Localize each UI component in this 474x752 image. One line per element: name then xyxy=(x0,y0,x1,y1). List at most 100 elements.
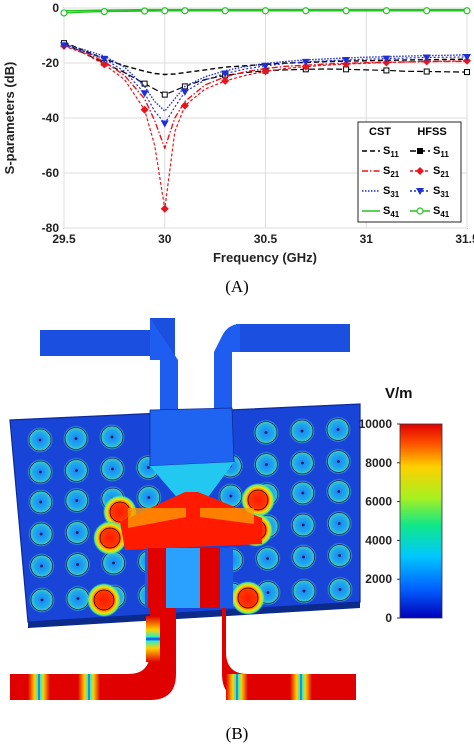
via-center xyxy=(264,431,268,434)
y-tick-label: -80 xyxy=(42,221,60,235)
via-ring xyxy=(292,579,316,603)
marker-s41_hfss xyxy=(302,7,310,15)
colorbar-tick-label: 4000 xyxy=(365,533,392,547)
via-ring xyxy=(290,419,314,443)
via-center xyxy=(338,554,341,557)
via-ring xyxy=(64,427,88,450)
series-s21_hfss xyxy=(60,41,471,213)
series-s41_hfss xyxy=(60,7,471,17)
legend-header-hfss: HFSS xyxy=(417,126,446,138)
via-ring xyxy=(30,554,53,578)
via-center xyxy=(39,532,43,536)
marker-s31_hfss xyxy=(382,55,391,63)
marker-s41_hfss xyxy=(342,7,350,15)
colorbar-tick-label: 6000 xyxy=(365,495,392,509)
via-ring xyxy=(326,450,350,473)
marker-s41_hfss xyxy=(261,7,270,15)
via-center xyxy=(75,499,79,502)
coupler-field xyxy=(120,407,262,608)
hotspot xyxy=(231,581,265,615)
hotspot-ring xyxy=(93,589,115,611)
hotspot-ring xyxy=(99,527,121,549)
series-s41_cst xyxy=(63,8,467,12)
via-ring xyxy=(100,425,124,449)
marker-s21_hfss xyxy=(100,60,109,69)
via-center xyxy=(337,490,341,493)
top-feed-lines xyxy=(40,318,350,432)
marker-s31_hfss xyxy=(342,56,351,64)
via-center xyxy=(40,564,43,568)
via-center xyxy=(266,591,270,594)
via-ring xyxy=(292,545,316,569)
e-field-distribution-image: V/m 0 2000 4000 6000 8000 10000 xyxy=(9,318,443,700)
via-ring xyxy=(28,428,52,452)
legend-marker-s21 xyxy=(416,167,424,175)
legend-sub: 11 xyxy=(390,150,399,159)
via-ring xyxy=(327,480,351,503)
via-ring xyxy=(328,544,352,567)
marker-s41_hfss xyxy=(100,7,108,16)
colorbar-tick-label: 2000 xyxy=(365,572,392,586)
via-center xyxy=(229,494,233,498)
via-center xyxy=(38,438,42,442)
hotspot xyxy=(93,521,127,555)
substrate-edge xyxy=(28,602,360,628)
via-ring xyxy=(29,522,53,546)
colorbar-tick-label: 8000 xyxy=(365,456,392,470)
line-s41_cst xyxy=(63,8,467,12)
legend-sub: 21 xyxy=(440,170,449,179)
via-center xyxy=(302,589,306,593)
via-ring xyxy=(327,512,351,535)
via-center xyxy=(39,470,42,474)
via-ring xyxy=(29,490,53,514)
via-center xyxy=(338,588,342,591)
legend-sub: 21 xyxy=(390,170,399,179)
via-center xyxy=(39,500,43,504)
x-tick-label: 30.5 xyxy=(254,232,278,246)
marker-s41_hfss xyxy=(382,7,390,15)
x-axis-label: Frequency (GHz) xyxy=(213,250,317,265)
via-center xyxy=(337,460,340,463)
legend-sub: 31 xyxy=(390,190,399,199)
via-ring xyxy=(30,588,54,612)
legend-sub: 41 xyxy=(390,210,399,219)
marker-s21_hfss xyxy=(160,204,169,213)
colorbar: V/m 0 2000 4000 6000 8000 10000 xyxy=(359,385,443,625)
via-center xyxy=(266,557,269,560)
via-ring xyxy=(290,451,314,475)
line-s41_hfss xyxy=(63,10,467,14)
y-tick-label: -40 xyxy=(42,111,60,125)
via-center xyxy=(301,461,304,465)
via-ring xyxy=(328,578,352,601)
marker-s11_hfss xyxy=(464,69,470,76)
via-center xyxy=(300,429,304,433)
hotspot xyxy=(87,583,121,617)
line-s11_cst xyxy=(63,41,468,76)
marker-s41_hfss xyxy=(181,7,189,15)
via-center xyxy=(301,491,305,495)
y-axis-label: S-parameters (dB) xyxy=(2,62,17,175)
colorbar-title: V/m xyxy=(385,385,413,402)
marker-s41_hfss xyxy=(60,9,68,17)
panel-label-a: (A) xyxy=(225,277,249,296)
via-center xyxy=(75,469,78,472)
via-center xyxy=(147,496,151,499)
marker-s31_hfss xyxy=(422,54,431,62)
legend-marker-s11 xyxy=(417,148,423,154)
legend-sub: 11 xyxy=(440,150,449,159)
marker-s31_hfss xyxy=(261,62,270,70)
via-center xyxy=(301,523,305,527)
via-ring xyxy=(256,547,280,570)
marker-s31_hfss xyxy=(140,90,149,98)
via-center xyxy=(110,435,114,439)
marker-s21_hfss xyxy=(180,101,189,110)
via-center xyxy=(337,522,341,525)
marker-s11_hfss xyxy=(423,68,430,75)
tick-labels: 29.5 30 30.5 31 31.5 0 -20 -40 -60 -80 xyxy=(42,1,474,246)
s-parameter-chart: 29.5 30 30.5 31 31.5 0 -20 -40 -60 -80 Frequency … xyxy=(2,1,474,265)
via-ring xyxy=(254,453,278,476)
legend-sub: 41 xyxy=(440,210,449,219)
marker-s21_hfss xyxy=(342,60,351,69)
marker-s21_hfss xyxy=(301,62,310,71)
